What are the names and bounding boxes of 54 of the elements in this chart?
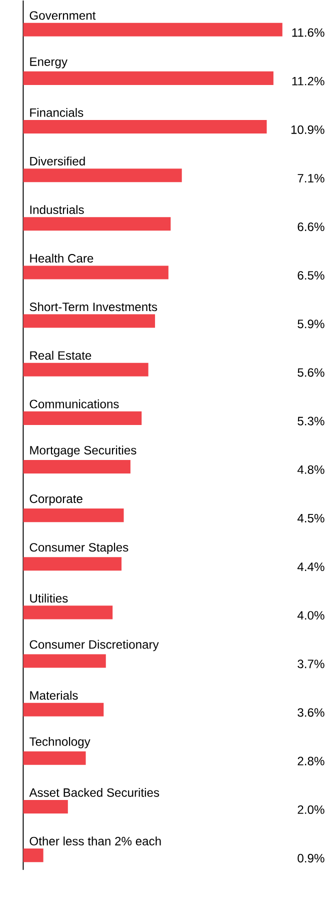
data-label: 4.0% (297, 611, 324, 620)
data-label: 3.6% (298, 708, 324, 717)
y-tick-label: Materials (30, 690, 78, 700)
bar (23, 266, 168, 280)
y-tick-label: Consumer Staples (30, 542, 128, 554)
y-tick-label: Industrials (30, 205, 84, 214)
y-tick-label: Asset Backed Securities (29, 788, 160, 797)
y-tick-label: Energy (30, 58, 68, 68)
data-label: 11.2% (292, 76, 324, 86)
data-label: 5.9% (298, 320, 324, 328)
y-tick-label: Corporate (30, 494, 82, 506)
y-tick-label: Other less than 2% each (30, 836, 161, 846)
data-label: 5.3% (298, 416, 324, 426)
data-label: 11.6% (292, 28, 324, 37)
y-tick-label: Short-Term Investments (30, 302, 158, 312)
bar (23, 460, 130, 474)
y-tick-label: Health Care (30, 254, 94, 263)
y-tick-label: Consumer Discretionary (30, 640, 159, 652)
bar (23, 362, 148, 376)
bar (23, 71, 274, 85)
y-tick-label: Government (30, 11, 96, 20)
bar (23, 557, 122, 571)
data-label: 7.1% (298, 174, 324, 182)
data-label: 4.5% (297, 514, 324, 522)
bar (23, 751, 86, 765)
data-label: 3.7% (298, 660, 324, 668)
y-tick-label: Financials (30, 108, 84, 117)
data-label: 4.4% (297, 562, 324, 572)
bar (23, 22, 282, 36)
data-label: 10.9% (291, 125, 324, 134)
y-tick-label: Communications (30, 399, 119, 408)
bar (23, 800, 68, 814)
bar (23, 606, 113, 620)
data-label: 0.9% (298, 854, 324, 862)
data-label: 2.8% (298, 756, 324, 766)
y-tick-label: Diversified (30, 156, 85, 166)
bar (23, 217, 171, 231)
data-label: 2.0% (298, 805, 324, 814)
y-tick-label: Mortgage Securities (30, 446, 136, 457)
bar (23, 314, 156, 328)
bar (23, 702, 104, 716)
y-tick-label: Real Estate (30, 350, 92, 360)
y-tick-label: Technology (30, 737, 90, 748)
data-label: 6.5% (298, 271, 324, 280)
data-label: 5.6% (298, 368, 324, 377)
bar (23, 848, 44, 862)
bar (23, 411, 142, 425)
bar (23, 120, 267, 134)
bar (23, 654, 106, 668)
data-label: 6.6% (298, 222, 324, 232)
bar (23, 168, 182, 182)
bar (23, 508, 124, 522)
y-tick-label: Utilities (30, 594, 68, 603)
data-label: 4.8% (297, 465, 324, 474)
